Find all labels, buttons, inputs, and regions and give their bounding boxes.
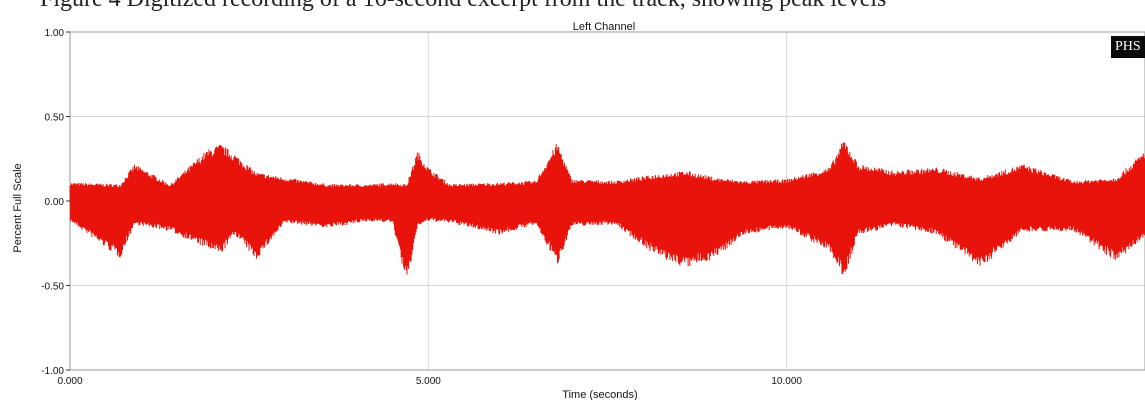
logo-badge: PHS: [1111, 36, 1145, 58]
chart-title: Left Channel: [573, 21, 635, 33]
axis-ticks: 1.00 0.50 0.00 -0.50 -1.000.000 5.000 10.000: [41, 28, 802, 387]
x-tick-label: 10.000: [771, 376, 802, 387]
y-tick-label: -0.50: [41, 282, 64, 293]
waveform-trace: [69, 142, 1145, 275]
x-axis-label: Time (seconds): [562, 389, 637, 400]
x-tick-label: 0.000: [57, 376, 82, 387]
figure-caption: Figure 4 Digitized recording of a 16-sec…: [40, 0, 1145, 12]
y-axis-label: Percent Full Scale: [12, 163, 24, 252]
y-tick-label: 0.00: [45, 197, 65, 208]
y-tick-label: -1.00: [41, 366, 64, 377]
x-tick-label: 5.000: [416, 376, 441, 387]
y-tick-label: 1.00: [45, 28, 65, 39]
y-tick-label: 0.50: [45, 113, 65, 124]
